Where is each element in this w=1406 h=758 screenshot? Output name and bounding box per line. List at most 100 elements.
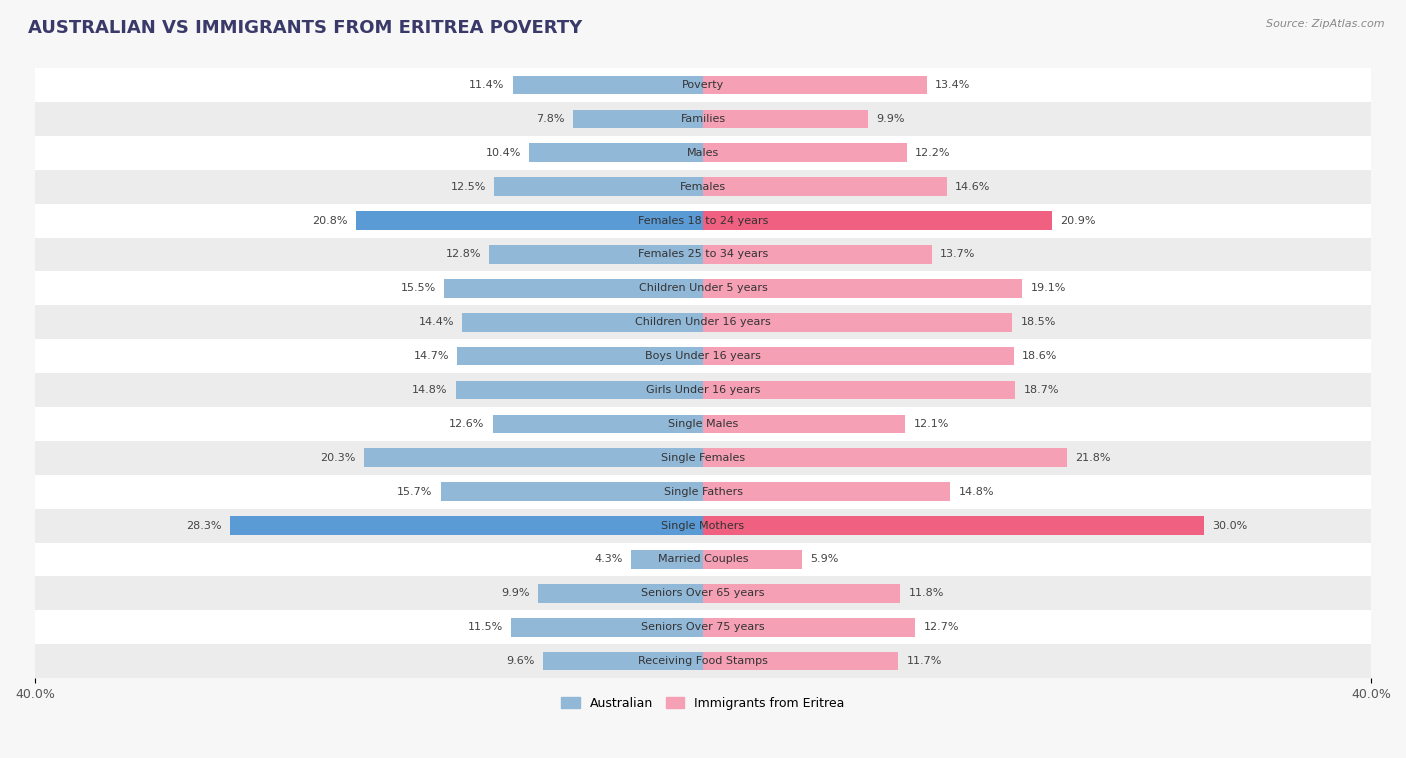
Bar: [703, 347, 1014, 365]
Bar: [510, 618, 703, 637]
Text: Males: Males: [688, 148, 718, 158]
Text: 14.7%: 14.7%: [413, 351, 449, 361]
Text: 21.8%: 21.8%: [1076, 453, 1111, 463]
Bar: [703, 516, 1204, 535]
Text: Married Couples: Married Couples: [658, 554, 748, 565]
Text: 18.5%: 18.5%: [1021, 318, 1056, 327]
Text: 9.9%: 9.9%: [877, 114, 905, 124]
Text: Girls Under 16 years: Girls Under 16 years: [645, 385, 761, 395]
Bar: [35, 543, 1371, 576]
Bar: [35, 509, 1371, 543]
Text: 13.4%: 13.4%: [935, 80, 970, 90]
Text: 12.8%: 12.8%: [446, 249, 481, 259]
Text: Females 18 to 24 years: Females 18 to 24 years: [638, 215, 768, 226]
Text: Boys Under 16 years: Boys Under 16 years: [645, 351, 761, 361]
Text: Source: ZipAtlas.com: Source: ZipAtlas.com: [1267, 19, 1385, 29]
Bar: [444, 279, 703, 298]
Text: 5.9%: 5.9%: [810, 554, 838, 565]
Text: 10.4%: 10.4%: [485, 148, 522, 158]
Bar: [35, 610, 1371, 644]
Text: 7.8%: 7.8%: [536, 114, 564, 124]
Text: Single Males: Single Males: [668, 419, 738, 429]
Text: 18.7%: 18.7%: [1024, 385, 1059, 395]
Bar: [35, 237, 1371, 271]
Bar: [35, 102, 1371, 136]
Text: 11.7%: 11.7%: [907, 656, 942, 666]
Bar: [35, 644, 1371, 678]
Bar: [35, 475, 1371, 509]
Bar: [456, 381, 703, 399]
Bar: [35, 305, 1371, 339]
Bar: [703, 279, 1022, 298]
Text: Seniors Over 75 years: Seniors Over 75 years: [641, 622, 765, 632]
Text: Poverty: Poverty: [682, 80, 724, 90]
Text: Receiving Food Stamps: Receiving Food Stamps: [638, 656, 768, 666]
Bar: [35, 271, 1371, 305]
Bar: [231, 516, 703, 535]
Bar: [356, 211, 703, 230]
Text: 18.6%: 18.6%: [1022, 351, 1057, 361]
Text: 12.5%: 12.5%: [450, 182, 486, 192]
Text: 12.1%: 12.1%: [914, 419, 949, 429]
Text: 11.4%: 11.4%: [468, 80, 505, 90]
Text: AUSTRALIAN VS IMMIGRANTS FROM ERITREA POVERTY: AUSTRALIAN VS IMMIGRANTS FROM ERITREA PO…: [28, 19, 582, 37]
Text: 14.4%: 14.4%: [419, 318, 454, 327]
Bar: [364, 449, 703, 467]
Bar: [703, 652, 898, 670]
Bar: [35, 407, 1371, 441]
Bar: [457, 347, 703, 365]
Bar: [703, 245, 932, 264]
Bar: [35, 576, 1371, 610]
Bar: [703, 618, 915, 637]
Text: 14.8%: 14.8%: [959, 487, 994, 496]
Bar: [631, 550, 703, 568]
Text: 20.3%: 20.3%: [321, 453, 356, 463]
Text: 15.5%: 15.5%: [401, 283, 436, 293]
Text: 12.6%: 12.6%: [449, 419, 484, 429]
Bar: [703, 482, 950, 501]
Text: 12.7%: 12.7%: [924, 622, 959, 632]
Text: 15.7%: 15.7%: [396, 487, 433, 496]
Text: Single Fathers: Single Fathers: [664, 487, 742, 496]
Text: Females: Females: [681, 182, 725, 192]
Text: Single Mothers: Single Mothers: [661, 521, 745, 531]
Bar: [537, 584, 703, 603]
Text: Single Females: Single Females: [661, 453, 745, 463]
Bar: [703, 550, 801, 568]
Bar: [489, 245, 703, 264]
Bar: [703, 449, 1067, 467]
Bar: [529, 143, 703, 162]
Text: 11.5%: 11.5%: [467, 622, 502, 632]
Bar: [35, 339, 1371, 373]
Bar: [35, 68, 1371, 102]
Bar: [703, 76, 927, 94]
Text: Children Under 16 years: Children Under 16 years: [636, 318, 770, 327]
Bar: [703, 381, 1015, 399]
Bar: [35, 136, 1371, 170]
Bar: [35, 373, 1371, 407]
Bar: [572, 110, 703, 128]
Legend: Australian, Immigrants from Eritrea: Australian, Immigrants from Eritrea: [557, 691, 849, 715]
Text: 13.7%: 13.7%: [941, 249, 976, 259]
Text: 4.3%: 4.3%: [595, 554, 623, 565]
Bar: [35, 204, 1371, 237]
Bar: [513, 76, 703, 94]
Text: Children Under 5 years: Children Under 5 years: [638, 283, 768, 293]
Bar: [703, 584, 900, 603]
Bar: [703, 211, 1052, 230]
Bar: [703, 110, 869, 128]
Text: 12.2%: 12.2%: [915, 148, 950, 158]
Text: 9.6%: 9.6%: [506, 656, 534, 666]
Text: 19.1%: 19.1%: [1031, 283, 1066, 293]
Text: 9.9%: 9.9%: [501, 588, 529, 598]
Bar: [495, 177, 703, 196]
Bar: [703, 143, 907, 162]
Bar: [703, 313, 1012, 331]
Text: 14.8%: 14.8%: [412, 385, 447, 395]
Bar: [441, 482, 703, 501]
Text: 28.3%: 28.3%: [187, 521, 222, 531]
Text: Families: Families: [681, 114, 725, 124]
Bar: [463, 313, 703, 331]
Bar: [543, 652, 703, 670]
Bar: [35, 441, 1371, 475]
